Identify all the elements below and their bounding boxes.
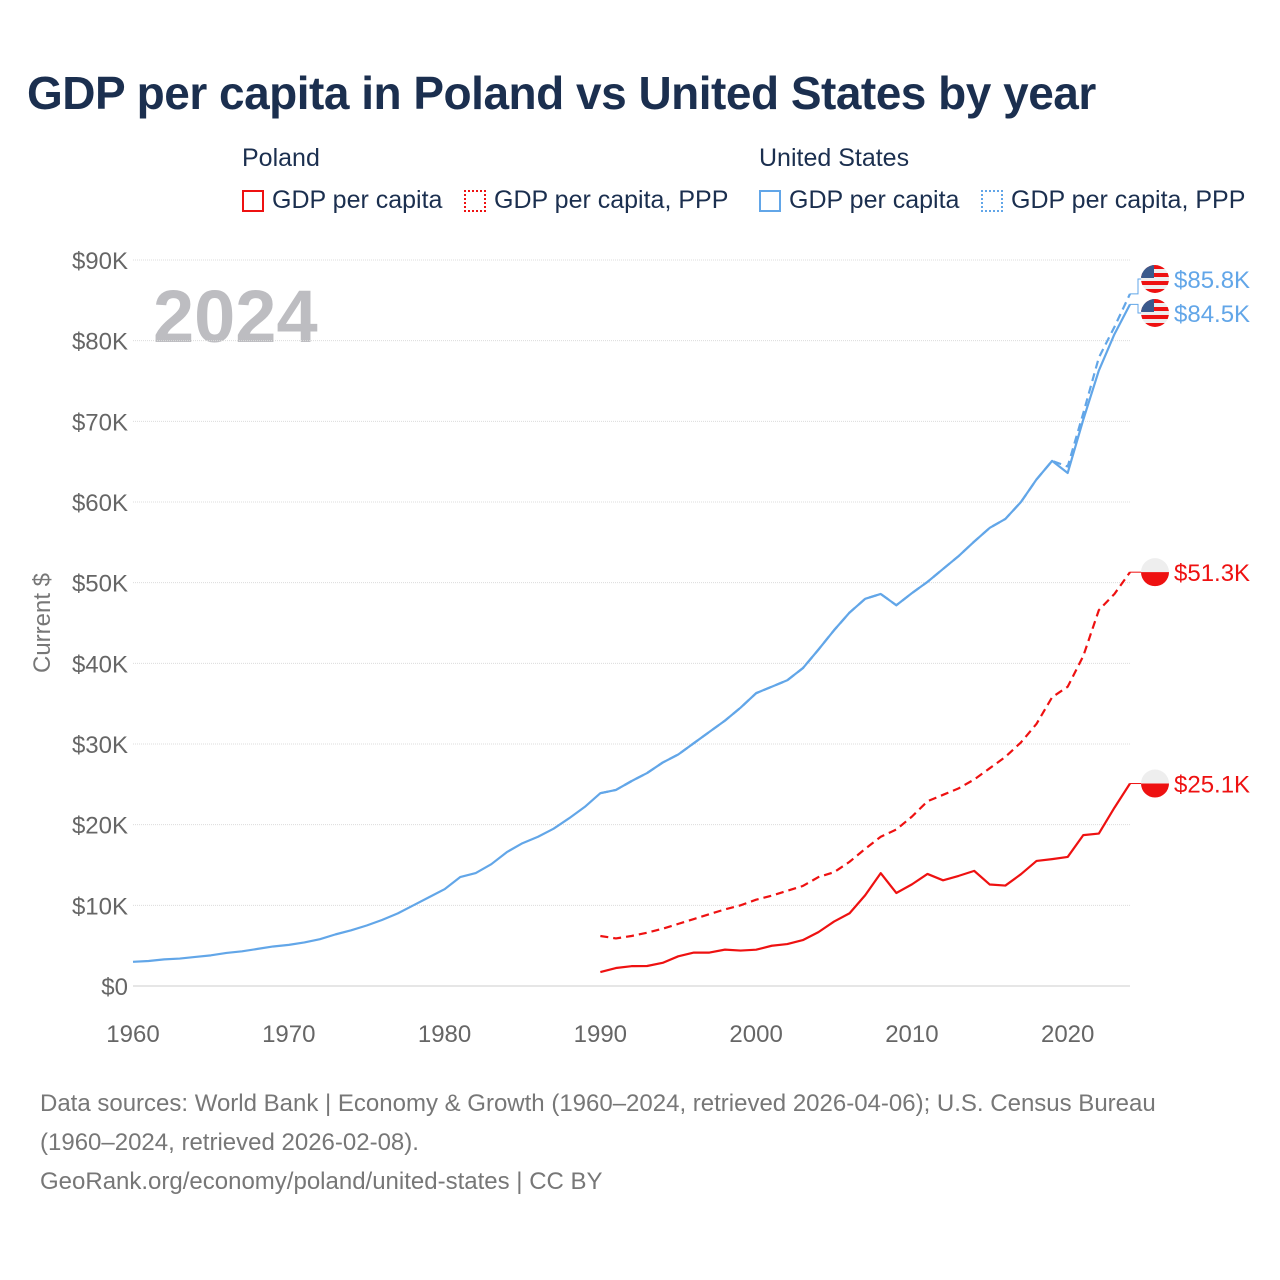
y-tick-label: $30K xyxy=(72,732,128,759)
end-value-label: $84.5K xyxy=(1174,301,1250,328)
flag-stripe xyxy=(1141,265,1169,269)
flag-stripe xyxy=(1141,311,1169,315)
y-tick-label: $70K xyxy=(72,409,128,436)
flag-red xyxy=(1141,783,1169,798)
legend-swatch-dotted xyxy=(981,189,1003,212)
series-line-united-states-gdp-per-capita-ppp xyxy=(600,293,1131,795)
series-line-poland-gdp-per-capita xyxy=(600,782,1131,974)
series-line-united-states-gdp-per-capita xyxy=(132,303,1131,963)
chart-title: GDP per capita in Poland vs United State… xyxy=(27,67,1096,119)
legend-swatch-solid xyxy=(759,189,781,212)
legend-item-poland-ppp[interactable]: GDP per capita, PPP xyxy=(464,186,728,215)
label-connector xyxy=(1130,303,1143,314)
footer-link[interactable]: GeoRank.org/economy/poland/united-states… xyxy=(40,1168,603,1195)
legend-item-us-gdp[interactable]: GDP per capita xyxy=(759,186,959,215)
flag-stripe xyxy=(1141,315,1169,319)
legend-swatch-dotted xyxy=(464,189,486,212)
x-tick-label: 1960 xyxy=(106,1021,159,1048)
end-value-label: $85.8K xyxy=(1174,267,1250,294)
poland-flag-icon xyxy=(1141,558,1169,587)
x-tick-label: 2020 xyxy=(1041,1021,1094,1048)
flag-stripe xyxy=(1141,273,1169,277)
flag-stripe xyxy=(1141,269,1169,273)
usa-flag-icon xyxy=(1141,265,1169,293)
legend-swatch-solid xyxy=(242,189,264,212)
flag-stripe xyxy=(1141,303,1169,307)
flag-stripe xyxy=(1141,319,1169,323)
y-tick-label: $0 xyxy=(101,974,128,1001)
flag-stripe xyxy=(1141,285,1169,289)
y-tick-label: $40K xyxy=(72,651,128,678)
footer-sources: Data sources: World Bank | Economy & Gro… xyxy=(40,1090,1156,1117)
end-value-label: $25.1K xyxy=(1174,772,1250,799)
legend-label: GDP per capita, PPP xyxy=(1011,186,1246,214)
label-connector xyxy=(1130,278,1143,295)
flag-red xyxy=(1141,572,1169,587)
y-tick-label: $20K xyxy=(72,813,128,840)
flag-stripe xyxy=(1141,281,1169,285)
flag-canton xyxy=(1141,265,1154,278)
x-tick-label: 2010 xyxy=(885,1021,938,1048)
flag-stripe xyxy=(1141,307,1169,311)
flag-body xyxy=(1141,265,1169,293)
y-tick-label: $80K xyxy=(72,329,128,356)
legend-label: GDP per capita xyxy=(789,186,960,214)
year-watermark: 2024 xyxy=(153,275,318,358)
legend-group-united-states: United States xyxy=(759,144,910,172)
x-tick-label: 1970 xyxy=(262,1021,315,1048)
y-tick-label: $50K xyxy=(72,571,128,598)
flag-body xyxy=(1141,299,1169,327)
legend-item-us-ppp[interactable]: GDP per capita, PPP xyxy=(981,186,1245,215)
flag-canton xyxy=(1141,299,1154,312)
y-tick-label: $60K xyxy=(72,490,128,517)
flag-stripe xyxy=(1141,289,1169,293)
legend-label: GDP per capita xyxy=(272,186,443,214)
x-tick-label: 1990 xyxy=(574,1021,627,1048)
end-value-label: $51.3K xyxy=(1174,560,1250,587)
poland-flag-icon xyxy=(1141,769,1169,798)
legend-label: GDP per capita, PPP xyxy=(494,186,729,214)
y-tick-label: $10K xyxy=(72,893,128,920)
footer-sources-cont: (1960–2024, retrieved 2026-02-08). xyxy=(40,1129,419,1156)
flag-stripe xyxy=(1141,323,1169,327)
series-line-poland-gdp-per-capita-ppp xyxy=(600,571,1131,940)
flag-stripe xyxy=(1141,277,1169,281)
legend-group-poland: Poland xyxy=(242,144,320,172)
legend-item-poland-gdp[interactable]: GDP per capita xyxy=(242,186,442,215)
x-tick-label: 1980 xyxy=(418,1021,471,1048)
y-axis-label: Current $ xyxy=(29,573,56,673)
usa-flag-icon xyxy=(1141,299,1169,327)
flag-stripe xyxy=(1141,299,1169,303)
x-tick-label: 2000 xyxy=(729,1021,782,1048)
y-tick-label: $90K xyxy=(72,248,128,275)
